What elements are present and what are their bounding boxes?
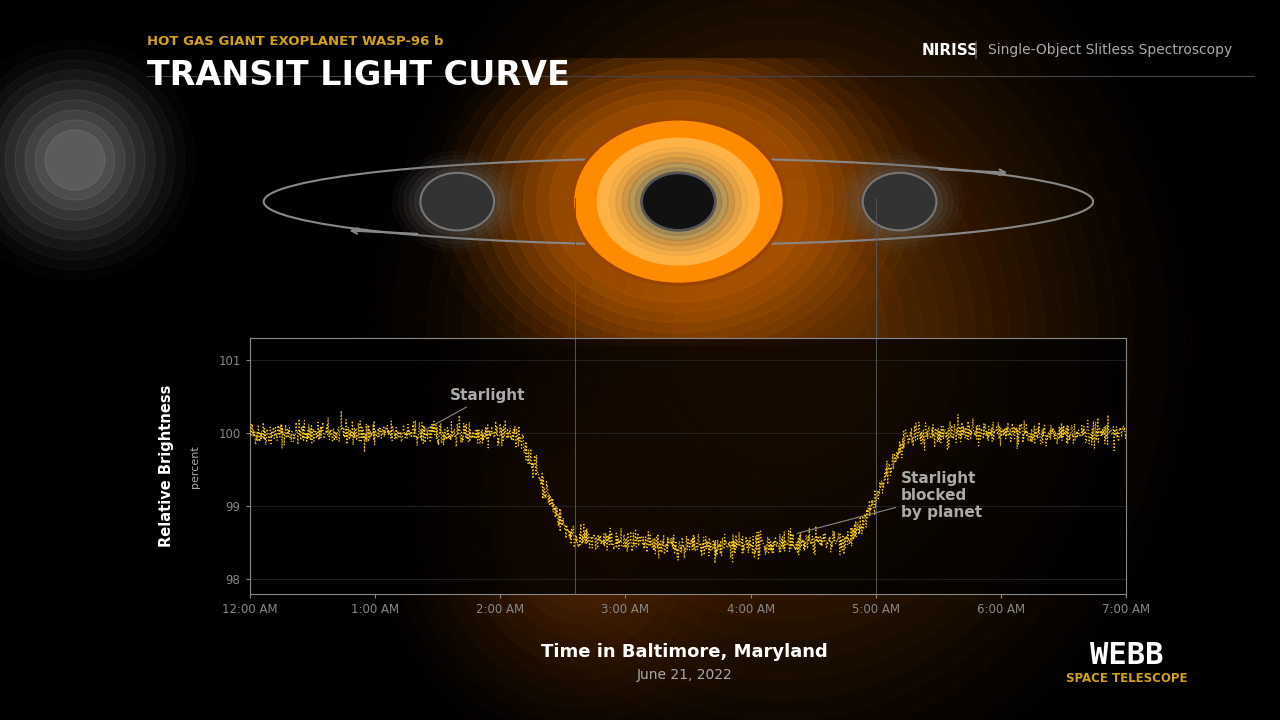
Text: Starlight: Starlight [421,388,526,432]
Circle shape [420,173,494,230]
Ellipse shape [690,240,870,440]
Text: percent: percent [191,445,200,487]
Text: |: | [973,41,978,59]
Circle shape [622,158,735,246]
Ellipse shape [35,120,115,200]
Ellipse shape [45,130,105,190]
Circle shape [398,156,516,248]
Ellipse shape [492,422,668,638]
Text: Starlight
blocked
by planet: Starlight blocked by planet [797,470,982,534]
Ellipse shape [26,110,125,210]
Text: TRANSIT LIGHT CURVE: TRANSIT LIGHT CURVE [147,59,570,92]
Text: June 21, 2022: June 21, 2022 [637,668,732,683]
Circle shape [460,30,897,373]
Circle shape [485,50,872,353]
Ellipse shape [506,436,654,624]
Text: SPACE TELESCOPE: SPACE TELESCOPE [1066,672,1187,685]
Text: Relative Brightness: Relative Brightness [159,385,174,547]
Ellipse shape [655,200,905,480]
Ellipse shape [0,80,155,240]
Circle shape [846,160,954,243]
Circle shape [598,138,759,265]
Circle shape [641,173,716,230]
Circle shape [536,91,820,312]
Circle shape [472,40,884,363]
Text: WEBB: WEBB [1089,641,1164,670]
Circle shape [511,71,846,333]
Circle shape [863,173,937,230]
Circle shape [609,148,748,256]
Circle shape [631,164,726,239]
Circle shape [616,153,741,251]
Ellipse shape [15,100,134,220]
Circle shape [415,168,499,235]
Circle shape [858,168,942,235]
Circle shape [524,81,833,323]
Circle shape [410,164,506,239]
Circle shape [498,60,859,343]
Ellipse shape [5,90,145,230]
Circle shape [851,164,947,239]
Circle shape [635,168,722,235]
Circle shape [628,163,728,240]
Ellipse shape [465,394,696,666]
Text: HOT GAS GIANT EXOPLANET WASP-96 b: HOT GAS GIANT EXOPLANET WASP-96 b [147,35,444,48]
Circle shape [403,160,511,243]
Ellipse shape [637,180,923,500]
Ellipse shape [477,408,682,652]
Text: Time in Baltimore, Maryland: Time in Baltimore, Maryland [541,642,828,661]
Text: Single-Object Slitless Spectroscopy: Single-Object Slitless Spectroscopy [988,43,1233,58]
Circle shape [841,156,959,248]
Circle shape [572,119,785,284]
Circle shape [447,20,910,383]
Ellipse shape [672,220,887,460]
Circle shape [549,101,808,302]
Text: NIRISS: NIRISS [922,43,979,58]
Ellipse shape [520,450,640,610]
